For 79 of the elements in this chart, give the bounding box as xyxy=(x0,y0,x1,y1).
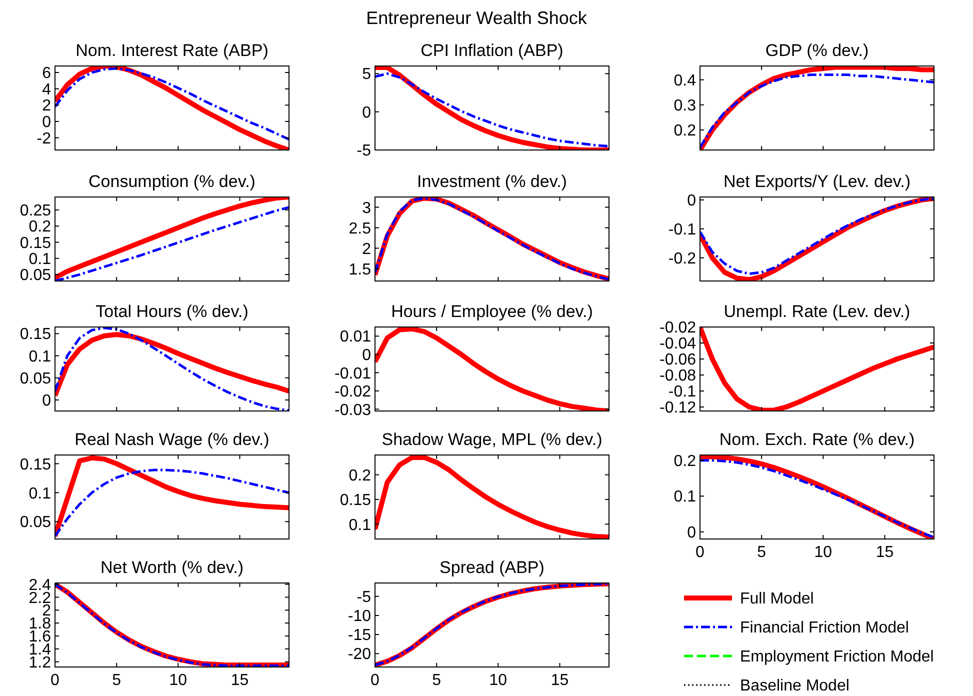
y-tick-label: -0.12 xyxy=(660,400,696,417)
y-tick-label: 0.1 xyxy=(28,250,52,268)
y-tick-label: 0.4 xyxy=(674,72,696,90)
y-tick-label: 2 xyxy=(362,240,372,258)
y-tick-label: 1.5 xyxy=(348,261,372,278)
y-tick-label: -0.01 xyxy=(334,365,372,382)
chart-title: Net Worth (% dev.) xyxy=(100,558,244,577)
y-tick-label: -0.1 xyxy=(668,384,696,401)
y-tick-label: -0.1 xyxy=(668,221,696,238)
y-tick-label: 2.5 xyxy=(348,220,372,238)
chart-title: Hours / Employee (% dev.) xyxy=(391,302,593,321)
y-tick-label: 6 xyxy=(42,65,52,82)
x-tick-label: 15 xyxy=(550,672,569,689)
chart-title: Shadow Wage, MPL (% dev.) xyxy=(382,430,602,449)
chart-title: CPI Inflation (ABP) xyxy=(420,41,564,60)
y-tick-label: 0.05 xyxy=(20,370,52,388)
y-tick-label: 0 xyxy=(42,392,52,410)
chart-title: Real Nash Wage (% dev.) xyxy=(74,430,270,449)
y-tick-label: 4 xyxy=(42,81,52,98)
y-tick-label: 0.15 xyxy=(20,326,52,344)
x-tick-label: 5 xyxy=(757,544,766,561)
y-tick-label: -0.02 xyxy=(660,320,696,337)
y-tick-label: -5 xyxy=(356,142,372,160)
y-tick-label: 0.15 xyxy=(340,492,372,510)
y-tick-label: -10 xyxy=(348,608,372,626)
y-tick-label: 5 xyxy=(362,66,372,84)
y-tick-label: -0.2 xyxy=(668,250,696,268)
y-tick-label: 0.2 xyxy=(674,452,696,470)
x-tick-label: 15 xyxy=(876,544,894,561)
legend-label: Financial Friction Model xyxy=(740,620,909,637)
x-tick-label: 5 xyxy=(432,672,442,689)
y-tick-label: 0 xyxy=(362,104,372,122)
chart-title: Spread (ABP) xyxy=(440,558,544,577)
chart-title: Net Exports/Y (Lev. dev.) xyxy=(723,172,911,191)
y-tick-label: 0 xyxy=(42,114,52,132)
legend-label: Full Model xyxy=(740,590,814,608)
y-tick-label: 0 xyxy=(687,524,696,542)
chart-title: Unempl. Rate (Lev. dev.) xyxy=(724,302,910,321)
x-tick-label: 10 xyxy=(489,672,508,689)
y-tick-label: 0.1 xyxy=(348,516,372,534)
y-tick-label: -0.02 xyxy=(334,384,372,401)
x-tick-label: 5 xyxy=(112,672,122,689)
y-tick-label: 0.25 xyxy=(20,202,52,220)
y-tick-label: 3 xyxy=(362,200,372,217)
y-tick-label: 0.1 xyxy=(28,485,52,502)
y-tick-label: -0.04 xyxy=(660,336,696,353)
y-tick-label: 0.01 xyxy=(340,328,372,346)
y-tick-label: -0.08 xyxy=(660,368,696,385)
x-tick-label: 15 xyxy=(230,672,249,689)
y-tick-label: 0.3 xyxy=(674,97,696,114)
chart-title: GDP (% dev.) xyxy=(765,41,869,60)
x-tick-label: 10 xyxy=(814,544,832,561)
x-tick-label: 10 xyxy=(169,672,188,689)
chart-title: Nom. Exch. Rate (% dev.) xyxy=(719,430,915,449)
y-tick-label: 0.15 xyxy=(20,234,52,252)
y-tick-label: -20 xyxy=(348,646,372,664)
y-tick-label: 0.15 xyxy=(20,456,52,474)
chart-title: Consumption (% dev.) xyxy=(88,172,256,191)
y-tick-label: 0.1 xyxy=(28,348,52,366)
y-tick-label: 0 xyxy=(687,192,696,210)
y-tick-label: -2 xyxy=(36,130,52,148)
y-tick-label: 0.2 xyxy=(348,467,372,484)
y-tick-label: 0 xyxy=(362,346,372,364)
chart-title: Nom. Interest Rate (ABP) xyxy=(76,41,268,60)
y-tick-label: -15 xyxy=(348,627,372,644)
y-tick-label: 0.05 xyxy=(20,514,52,532)
legend-label: Employment Friction Model xyxy=(740,648,934,666)
y-tick-label: -5 xyxy=(356,588,372,606)
y-tick-label: -0.06 xyxy=(660,352,696,369)
y-tick-label: -0.03 xyxy=(334,402,372,419)
y-tick-label: 0.2 xyxy=(674,122,696,140)
legend-label: Baseline Model xyxy=(740,678,850,695)
y-tick-label: 0.1 xyxy=(674,488,696,506)
y-tick-label: 0.05 xyxy=(20,267,52,284)
chart-title: Investment (% dev.) xyxy=(417,172,567,191)
y-tick-label: 2 xyxy=(42,98,52,115)
text: Entrepreneur Wealth Shock xyxy=(366,8,588,28)
y-tick-label: 0.2 xyxy=(28,218,52,236)
chart-title: Total Hours (% dev.) xyxy=(96,302,248,321)
